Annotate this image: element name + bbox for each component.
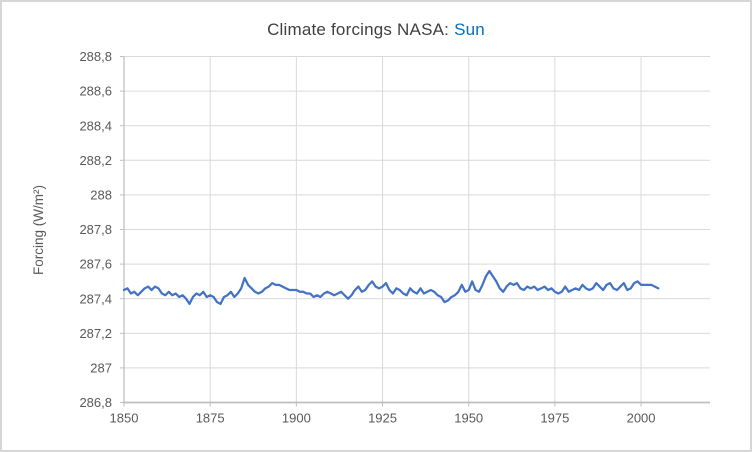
series-layer — [122, 269, 660, 306]
y-tick-label: 288,6 — [79, 84, 112, 99]
series-line-sun — [122, 269, 660, 306]
y-axis-title: Forcing (W/m²) — [31, 185, 46, 275]
chart-title-series-label: Sun — [454, 20, 485, 39]
y-tick-label: 287,2 — [79, 326, 112, 341]
y-tick-label: 288,2 — [79, 153, 112, 168]
gridlines-layer — [123, 56, 710, 403]
x-tick-label: 1950 — [454, 411, 483, 426]
tick-labels-layer: 286,8 287 287,2 287,4 287,6 287,8 288 288,2 288,… — [79, 49, 655, 425]
y-tick-label: 287,6 — [79, 257, 112, 272]
x-tick-label: 1875 — [196, 411, 225, 426]
chart-title-text: Climate forcings NASA: — [267, 20, 450, 39]
x-tick-label: 1925 — [368, 411, 397, 426]
y-tick-label: 287,4 — [79, 291, 112, 306]
x-tick-label: 1975 — [540, 411, 569, 426]
chart-title: Climate forcings NASA: Sun — [2, 20, 750, 40]
y-tick-label: 288 — [90, 187, 112, 202]
y-tick-label: 288,4 — [79, 118, 112, 133]
axes-layer — [120, 56, 710, 407]
y-tick-label: 287,8 — [79, 222, 112, 237]
x-tick-label: 1850 — [110, 411, 139, 426]
y-tick-label: 286,8 — [79, 395, 112, 410]
x-tick-label: 1900 — [282, 411, 311, 426]
y-tick-label: 287 — [90, 360, 112, 375]
y-tick-label: 288,8 — [79, 49, 112, 64]
x-tick-label: 2000 — [627, 411, 656, 426]
